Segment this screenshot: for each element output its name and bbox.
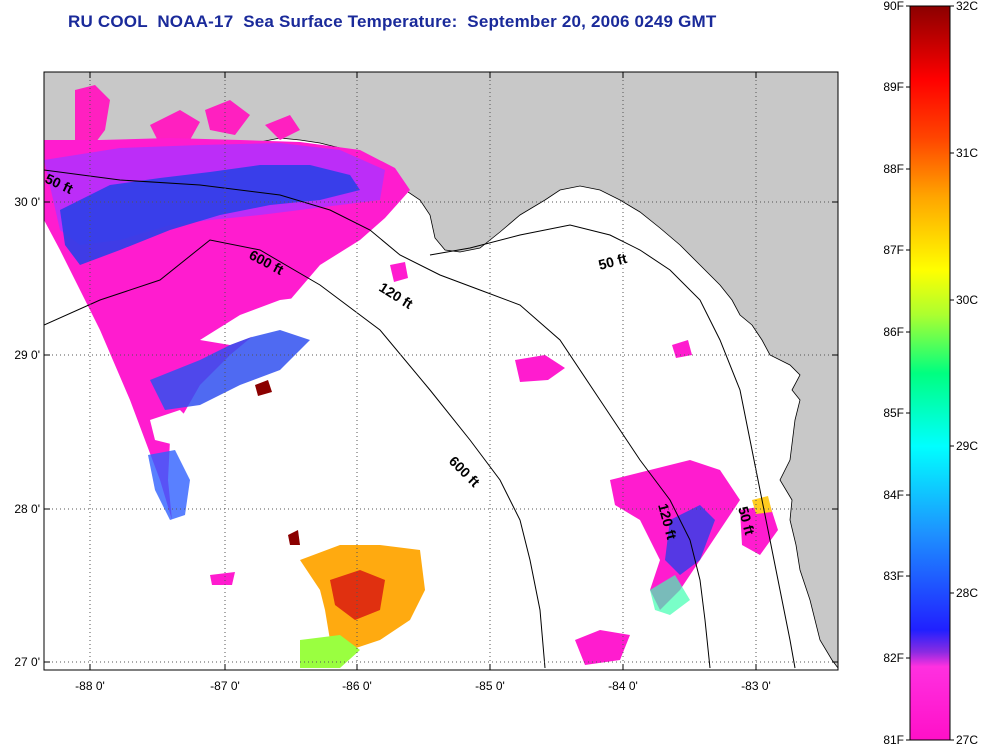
- cb-f-89: 89F: [883, 80, 904, 94]
- sst-swath-blue: [60, 165, 360, 265]
- sst-warm-green: [300, 635, 360, 668]
- cb-f-82: 82F: [883, 651, 904, 665]
- frame-ticks: [44, 72, 838, 670]
- contour-600ft: [44, 239, 546, 669]
- sst-warm-darkred: [255, 380, 272, 396]
- sst-east-6: [515, 355, 565, 382]
- cb-f-83: 83F: [883, 569, 904, 583]
- cb-c-30: 30C: [956, 293, 978, 307]
- sst-east-9: [390, 262, 408, 282]
- lon-label-88: -88 0': [75, 679, 105, 693]
- lat-label-28: 28 0': [14, 502, 40, 516]
- bay-east2: [265, 115, 300, 140]
- cb-f-87: 87F: [883, 243, 904, 257]
- cb-c-31: 31C: [956, 146, 978, 160]
- lon-label-86: -86 0': [342, 679, 372, 693]
- contour-50ft: [429, 224, 796, 669]
- lon-label-83: -83 0': [741, 679, 771, 693]
- lon-label-84: -84 0': [608, 679, 638, 693]
- cb-f-84: 84F: [883, 488, 904, 502]
- map-title: RU COOL NOAA-17 Sea Surface Temperature:…: [68, 12, 717, 31]
- sst-east-7: [575, 630, 630, 665]
- sst-east-2: [740, 505, 778, 555]
- sst-warm-core: [330, 570, 385, 620]
- cb-f-86: 86F: [883, 325, 904, 339]
- graticule: [44, 72, 838, 670]
- cb-f-81: 81F: [883, 733, 904, 747]
- cb-c-28: 28C: [956, 586, 978, 600]
- cb-c-29: 29C: [956, 439, 978, 453]
- bay-mid: [150, 110, 200, 145]
- contour-label-50ft-south: 50 ft: [735, 505, 758, 537]
- cloud-gap-2: [150, 410, 200, 445]
- lon-label-85: -85 0': [475, 679, 505, 693]
- lat-label-30: 30 0': [14, 195, 40, 209]
- sst-east-5: [752, 496, 772, 514]
- lat-label-27: 27 0': [14, 655, 40, 669]
- bay-west: [75, 85, 110, 150]
- bay-east: [205, 100, 250, 135]
- contour-120ft: [44, 169, 711, 669]
- sst-blob-blue-2: [148, 450, 190, 520]
- colorbar-ticks: [906, 5, 954, 741]
- sst-blob-blue-1: [150, 330, 310, 410]
- colorbar: [909, 5, 951, 741]
- sst-east-4: [650, 575, 690, 615]
- cb-f-88: 88F: [883, 162, 904, 176]
- sst-east-8: [672, 340, 692, 358]
- cloud-gap-1: [200, 295, 320, 345]
- lat-label-29: 29 0': [14, 348, 40, 362]
- cb-c-32: 32C: [956, 0, 978, 13]
- sst-east-10: [210, 572, 235, 585]
- contour-label-50ft-east: 50 ft: [597, 250, 629, 273]
- cb-c-27: 27C: [956, 733, 978, 747]
- sst-speck-1: [288, 530, 300, 545]
- map-frame: [43, 71, 839, 671]
- cb-f-85: 85F: [883, 406, 904, 420]
- cb-f-90: 90F: [883, 0, 904, 13]
- land-mass: [44, 72, 838, 669]
- lon-label-87: -87 0': [210, 679, 240, 693]
